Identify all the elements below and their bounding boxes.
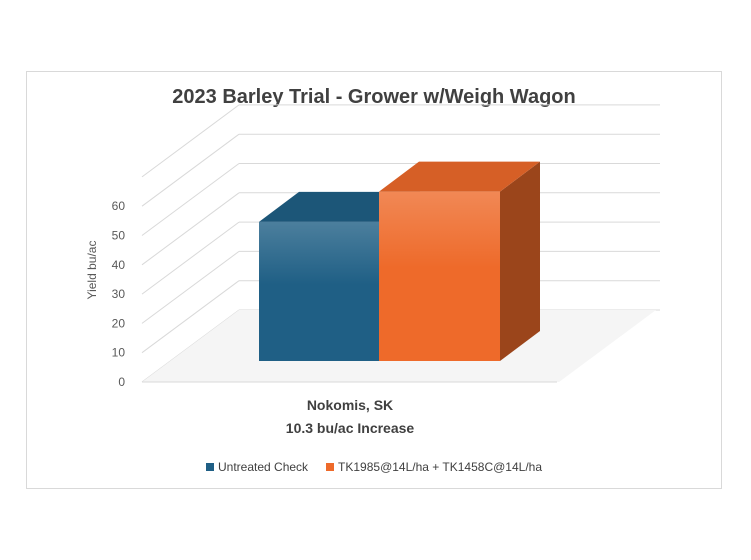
- y-axis-label: Yield bu/ac: [85, 241, 99, 300]
- wall-grid-line: [141, 280, 240, 354]
- x-category-note: 10.3 bu/ac Increase: [286, 420, 415, 436]
- bar: [259, 221, 380, 361]
- legend-item-treated: TK1985@14L/ha + TK1458C@14L/ha: [326, 460, 542, 474]
- wall-grid-line: [141, 104, 240, 178]
- legend-swatch: [326, 463, 335, 471]
- wall-grid-line: [141, 250, 240, 324]
- bar-side: [500, 161, 540, 361]
- chart-legend: Untreated Check TK1985@14L/ha + TK1458C@…: [26, 460, 722, 474]
- wall-grid-line: [141, 163, 240, 236]
- y-tick-label: 50: [112, 229, 126, 243]
- y-tick-label: 60: [112, 199, 126, 213]
- x-category-label: Nokomis, SK: [307, 397, 393, 413]
- y-tick-label: 40: [112, 258, 126, 272]
- bar-top: [379, 161, 540, 192]
- legend-label: Untreated Check: [218, 460, 309, 474]
- y-tick-label: 30: [112, 287, 126, 301]
- wall-grid-line: [141, 133, 240, 207]
- legend-label: TK1985@14L/ha + TK1458C@14L/ha: [338, 460, 542, 474]
- y-tick-label: 0: [118, 375, 125, 389]
- y-tick-label: 10: [112, 346, 126, 360]
- wall-grid-line: [141, 192, 240, 266]
- chart-title: 2023 Barley Trial - Grower w/Weigh Wagon: [172, 86, 576, 108]
- y-tick-label: 20: [112, 316, 126, 330]
- legend-swatch: [206, 463, 214, 471]
- legend-item-untreated: Untreated Check: [206, 460, 308, 474]
- wall-grid-line: [141, 221, 240, 295]
- bar: [379, 191, 500, 361]
